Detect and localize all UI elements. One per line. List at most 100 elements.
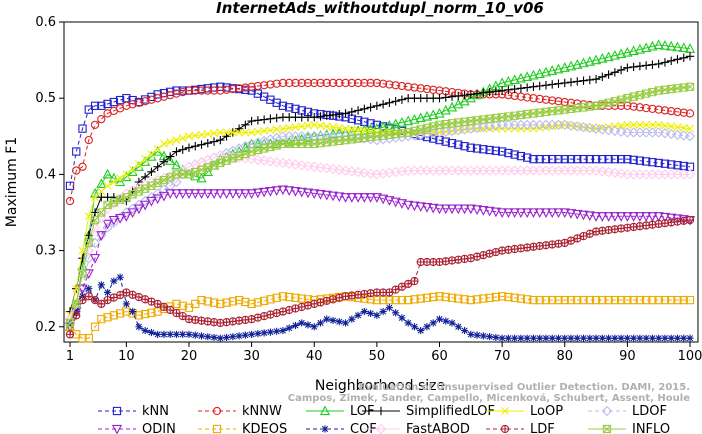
- data-point: [327, 163, 339, 175]
- data-point: [565, 209, 577, 219]
- data-point: [297, 294, 306, 303]
- data-point: [329, 316, 337, 325]
- data-point: [171, 159, 182, 170]
- data-point: [84, 231, 93, 240]
- data-point: [166, 138, 175, 146]
- series-line-fastabod: [69, 154, 690, 320]
- data-point: [327, 191, 339, 202]
- data-point: [216, 86, 225, 95]
- data-point: [109, 178, 118, 186]
- data-point: [77, 268, 88, 279]
- data-point: [504, 292, 513, 302]
- data-point: [566, 77, 576, 87]
- data-point: [102, 168, 113, 179]
- data-point: [247, 82, 256, 91]
- data-point: [641, 61, 651, 70]
- data-point: [679, 295, 688, 305]
- data-point: [629, 155, 638, 165]
- data-point: [328, 110, 338, 120]
- data-point: [185, 330, 193, 338]
- data-point: [259, 92, 269, 101]
- data-point: [298, 319, 306, 327]
- data-point: [422, 84, 432, 94]
- data-point: [153, 144, 162, 153]
- data-point: [384, 196, 395, 206]
- data-point: [485, 293, 494, 302]
- data-point: [578, 121, 589, 133]
- data-point: [504, 148, 513, 158]
- data-point: [65, 330, 75, 339]
- legend-marker: [601, 405, 613, 417]
- data-point: [116, 273, 124, 281]
- data-point: [548, 80, 557, 89]
- data-point: [84, 334, 93, 343]
- legend-marker: [376, 406, 386, 416]
- data-point: [529, 295, 538, 305]
- data-point: [134, 177, 144, 187]
- data-point: [172, 86, 181, 95]
- data-point: [321, 163, 332, 174]
- data-point: [204, 333, 212, 341]
- data-point: [591, 74, 601, 84]
- data-point: [90, 120, 100, 130]
- data-point: [648, 158, 657, 167]
- data-point: [454, 140, 463, 149]
- data-point: [586, 334, 594, 342]
- data-point: [597, 166, 608, 177]
- data-point: [628, 212, 639, 222]
- data-point: [511, 334, 519, 342]
- data-point: [216, 128, 225, 137]
- legend-label: FastABOD: [406, 422, 470, 434]
- data-point: [371, 193, 382, 203]
- data-point: [460, 142, 469, 151]
- data-point: [391, 81, 400, 90]
- data-point: [573, 77, 582, 86]
- data-point: [252, 154, 264, 166]
- legend-item-ldof: LDOF: [588, 404, 667, 419]
- series-line-kdeos: [69, 295, 690, 339]
- data-point: [316, 319, 325, 327]
- data-point: [177, 189, 188, 200]
- data-point: [634, 212, 646, 222]
- legend-label: LDF: [530, 422, 555, 434]
- data-point: [566, 154, 576, 164]
- data-point: [247, 299, 256, 309]
- data-point: [554, 79, 563, 88]
- data-point: [158, 191, 170, 202]
- data-point: [667, 56, 676, 66]
- data-point: [622, 212, 633, 222]
- data-point: [447, 92, 457, 101]
- data-point: [560, 78, 569, 88]
- data-point: [548, 96, 557, 105]
- data-point: [446, 204, 458, 215]
- data-point: [103, 313, 112, 322]
- data-point: [686, 334, 694, 342]
- data-point: [354, 311, 362, 319]
- data-point: [240, 189, 251, 200]
- data-point: [554, 97, 563, 106]
- data-point: [258, 155, 270, 166]
- data-point: [165, 155, 176, 165]
- data-point: [540, 208, 552, 219]
- data-point: [365, 193, 376, 203]
- data-point: [635, 103, 645, 112]
- data-point: [254, 330, 262, 338]
- data-point: [266, 95, 275, 104]
- data-point: [278, 292, 288, 301]
- legend-item-loop: LoOP: [486, 404, 563, 419]
- series-layer: [64, 39, 696, 343]
- data-point: [410, 295, 419, 304]
- data-point: [579, 76, 588, 85]
- data-point: [72, 311, 81, 320]
- data-point: [90, 322, 100, 331]
- data-point: [248, 330, 256, 338]
- data-point: [565, 120, 577, 131]
- data-point: [97, 314, 106, 324]
- data-point: [241, 83, 250, 92]
- data-point: [528, 208, 539, 219]
- series-loop: [66, 120, 694, 320]
- data-point: [642, 157, 651, 166]
- data-point: [159, 92, 169, 101]
- data-point: [441, 292, 450, 302]
